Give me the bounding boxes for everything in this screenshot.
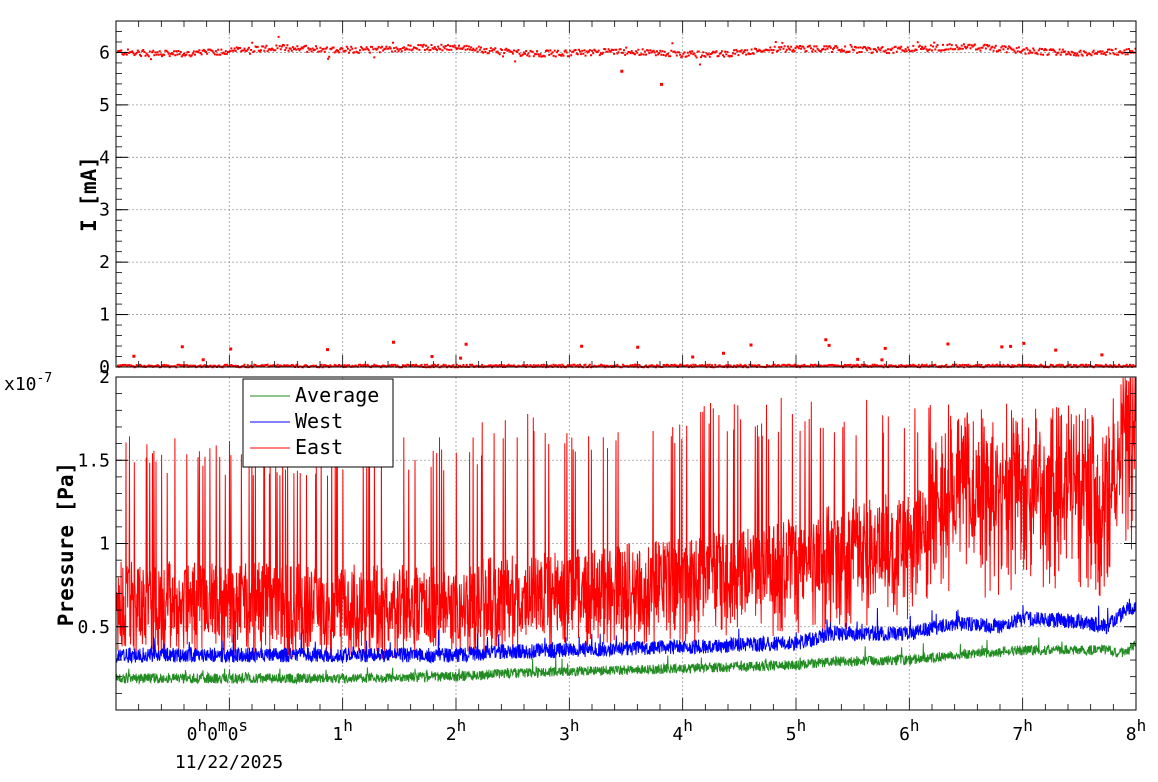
- pressure-series: [116, 377, 1136, 686]
- legend-west-label: West: [295, 409, 343, 433]
- x-tick-main: 6: [899, 724, 910, 745]
- x-tick-label: 6h: [899, 716, 919, 745]
- x-tick-main: 0: [187, 724, 198, 745]
- pressure-y-axis-title: Pressure [Pa]: [54, 462, 78, 626]
- legend: Average West East: [242, 378, 394, 468]
- y-tick-label: 2: [99, 367, 110, 388]
- x-tick-label: 0h0m0s: [187, 716, 248, 745]
- y-tick-label: 4: [99, 147, 110, 168]
- x-tick-label: 8h: [1126, 716, 1146, 745]
- x-tick-main: 0: [228, 724, 239, 745]
- legend-box: [242, 378, 394, 468]
- time-axis-ticks: [115, 21, 1114, 710]
- y-tick-label: 2: [99, 252, 110, 273]
- x-tick-main: 0: [207, 724, 218, 745]
- y-tick-label: 3: [99, 200, 110, 221]
- y-tick-label: 1: [99, 534, 110, 555]
- x-tick-label: 4h: [672, 716, 692, 745]
- x-tick-unit: h: [570, 716, 580, 735]
- x-tick-main: 1: [332, 724, 343, 745]
- legend-average-label: Average: [295, 383, 379, 407]
- current-plot-frame: [115, 20, 1137, 368]
- x-tick-unit: h: [343, 716, 353, 735]
- x-tick-unit: m: [218, 716, 228, 735]
- x-tick-main: 7: [1012, 724, 1023, 745]
- current-y-axis-title: I [mA]: [77, 156, 101, 232]
- average-series-line: [116, 637, 1136, 686]
- x-tick-unit: s: [238, 716, 248, 735]
- x-tick-main: 3: [559, 724, 570, 745]
- y-tick-label: 0.5: [77, 617, 110, 638]
- x-tick-main: 8: [1126, 724, 1137, 745]
- x-tick-unit: h: [797, 716, 807, 735]
- x-tick-main: 5: [786, 724, 797, 745]
- x-tick-unit: h: [197, 716, 207, 735]
- x-tick-unit: h: [683, 716, 693, 735]
- y-tick-label: 1.5: [77, 450, 110, 471]
- east-series-line: [116, 377, 1136, 659]
- date-label: 11/22/2025: [175, 752, 283, 773]
- y-tick-label: 5: [99, 95, 110, 116]
- pressure-scale-exponent: -7: [37, 371, 53, 386]
- pressure-scale-factor: x10-7: [4, 371, 52, 395]
- x-tick-main: 2: [446, 724, 457, 745]
- x-tick-label: 5h: [786, 716, 806, 745]
- y-tick-label: 6: [99, 42, 110, 63]
- pressure-y-ticks: 0.5 1 1.5 2: [77, 367, 1136, 694]
- x-tick-label: 7h: [1012, 716, 1032, 745]
- time-axis-labels: 0h0m0s 1h 2h 3h 4h 5h 6h 7h 8h: [187, 716, 1147, 745]
- x-tick-label: 2h: [446, 716, 466, 745]
- x-tick-unit: h: [1137, 716, 1147, 735]
- y-tick-label: 0: [99, 357, 110, 378]
- y-tick-label: 1: [99, 305, 110, 326]
- pressure-scale-base: x10: [4, 374, 37, 395]
- current-panel: 0 1 2 3 4 5 6 I [mA]: [77, 20, 1137, 378]
- x-tick-label: 3h: [559, 716, 579, 745]
- x-tick-unit: h: [1023, 716, 1033, 735]
- legend-east-label: East: [295, 435, 343, 459]
- pressure-panel: 0.5 1 1.5 2 Pressure [Pa] x10-7 Average Wes…: [4, 367, 1137, 711]
- x-tick-label: 1h: [332, 716, 352, 745]
- time-axis: 0h0m0s 1h 2h 3h 4h 5h 6h 7h 8h 11/22/2025: [115, 21, 1147, 773]
- x-tick-unit: h: [457, 716, 467, 735]
- x-tick-main: 4: [672, 724, 683, 745]
- west-series-line: [116, 598, 1136, 665]
- current-y-ticks: 0 1 2 3 4 5 6: [99, 31, 1136, 378]
- x-tick-unit: h: [910, 716, 920, 735]
